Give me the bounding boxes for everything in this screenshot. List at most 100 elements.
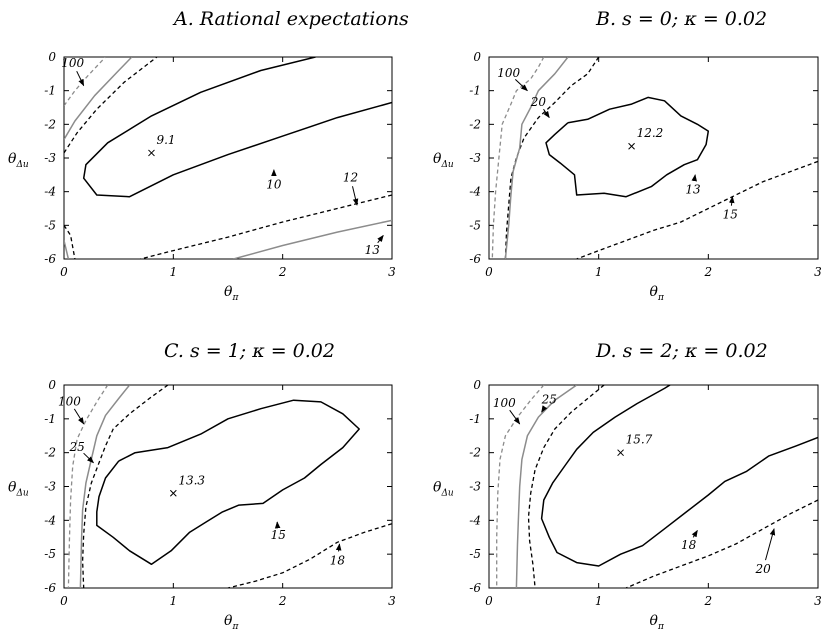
y-tick-label: -6	[469, 252, 481, 266]
y-tick-label: 0	[48, 50, 56, 64]
y-tick-label: -5	[469, 218, 481, 232]
y-axis-label: θΔu	[433, 151, 454, 170]
minimum-marker	[148, 149, 155, 157]
x-tick-label: 0	[60, 594, 68, 608]
contour-label-arrow	[691, 529, 698, 538]
contour-label: 100	[497, 66, 520, 80]
contour-label-arrow	[728, 196, 735, 206]
contour-label-arrow	[541, 405, 548, 413]
x-tick-label: 1	[595, 594, 603, 608]
y-axis-label-sub: Δu	[15, 489, 28, 499]
x-tick-label: 3	[814, 594, 822, 608]
contour-lines	[67, 385, 392, 588]
plot-frame	[488, 56, 819, 260]
contour-25	[79, 385, 131, 588]
contour-label: 18	[681, 538, 697, 552]
panel-title: C. s = 1; κ = 0.02	[164, 340, 335, 362]
minimum-label: 9.1	[156, 133, 175, 147]
panel-b: B. s = 0; κ = 0.02 0 1 2 3 0 -1 -2 -3 -4 -5 -6 θπ θΔu…	[433, 8, 822, 303]
contour-label: 100	[58, 394, 81, 408]
x-tick-label: 3	[388, 594, 396, 608]
plot-frame	[63, 56, 393, 260]
minimum-label: 12.2	[637, 126, 664, 140]
y-tick-label: -6	[469, 581, 481, 595]
contour-lines	[491, 57, 818, 259]
x-axis-label: θπ	[650, 284, 665, 303]
contour-13	[233, 219, 392, 259]
y-tick-label: -2	[469, 117, 481, 131]
y-tick-label: -3	[44, 480, 56, 494]
contour-label: 10	[266, 177, 282, 191]
contour-10	[82, 57, 392, 198]
contour-label: 20	[530, 95, 547, 109]
y-tick-label: -1	[44, 412, 56, 426]
plot-frame	[488, 384, 819, 589]
contour-label-arrow	[509, 409, 521, 425]
panel-c: C. s = 1; κ = 0.02 0 1 2 3 0 -1 -2 -3 -4 -5 -6 θπ θΔu…	[8, 340, 396, 632]
contour-18	[227, 523, 392, 588]
x-axis-label: θπ	[650, 613, 665, 632]
y-tick-label: 0	[473, 50, 481, 64]
minimum-marker	[169, 489, 177, 497]
contour-18	[540, 385, 818, 567]
contour-lines	[64, 57, 392, 259]
contour-label: 20	[755, 562, 772, 576]
contour-18	[81, 385, 169, 588]
contour-label: 13	[685, 182, 701, 196]
x-tick-label: 0	[485, 594, 493, 608]
x-tick-label: 1	[170, 265, 178, 279]
contour-15	[576, 160, 818, 259]
x-axis-label-sub: π	[231, 622, 239, 632]
y-tick-label: -4	[469, 513, 481, 527]
y-tick-label: -3	[44, 151, 56, 165]
y-axis-label: θΔu	[433, 480, 454, 499]
contour-15	[96, 399, 360, 566]
contour-label: 25	[68, 440, 84, 454]
y-tick-label: -1	[44, 84, 56, 98]
panel-d: D. s = 2; κ = 0.02 0 1 2 3 0 -1 -2 -3 -4 -5 -6 θπ θΔu…	[433, 340, 822, 632]
y-axis-label-sub: Δu	[440, 489, 453, 499]
contour-label: 12	[343, 171, 358, 185]
x-tick-label: 1	[170, 594, 178, 608]
x-axis-label-sub: π	[657, 293, 665, 303]
contour-label-arrow	[73, 408, 85, 425]
y-tick-label: -6	[44, 252, 56, 266]
contour-lines	[496, 385, 818, 588]
contour-label: 100	[61, 56, 84, 70]
panel-title: D. s = 2; κ = 0.02	[595, 340, 768, 362]
contour-13	[64, 240, 70, 259]
y-tick-label: -5	[44, 218, 56, 232]
contour-13	[545, 96, 710, 198]
x-tick-label: 1	[595, 265, 603, 279]
contour-25	[515, 385, 578, 588]
contour-label-arrow	[377, 234, 384, 244]
minimum-marker	[628, 142, 635, 150]
y-tick-label: -3	[469, 151, 481, 165]
x-tick-label: 2	[278, 594, 287, 608]
y-tick-label: -4	[44, 513, 56, 527]
x-tick-label: 3	[814, 265, 822, 279]
x-tick-label: 2	[278, 265, 287, 279]
contour-label-arrow	[76, 70, 85, 87]
x-tick-label: 2	[704, 594, 713, 608]
contour-label: 25	[541, 393, 557, 407]
panel-title: A. Rational expectations	[172, 8, 409, 30]
y-tick-label: -2	[469, 446, 481, 460]
y-axis-label-sub: Δu	[15, 160, 28, 170]
contour-15	[504, 57, 600, 259]
x-axis-label-sub: π	[231, 293, 239, 303]
x-tick-label: 2	[704, 265, 713, 279]
y-axis-label: θΔu	[8, 151, 29, 170]
contour-label-arrow	[352, 186, 359, 206]
contour-label-arrow	[335, 543, 342, 552]
y-tick-label: 0	[473, 378, 481, 392]
contour-label: 15	[271, 528, 286, 542]
y-axis-label: θΔu	[8, 480, 29, 499]
contour-label-arrow	[83, 452, 95, 464]
y-tick-label: -4	[469, 185, 481, 199]
y-tick-label: -1	[469, 412, 481, 426]
x-axis-label: θπ	[224, 284, 239, 303]
contour-label-arrow	[691, 174, 697, 182]
y-tick-label: 0	[48, 378, 56, 392]
